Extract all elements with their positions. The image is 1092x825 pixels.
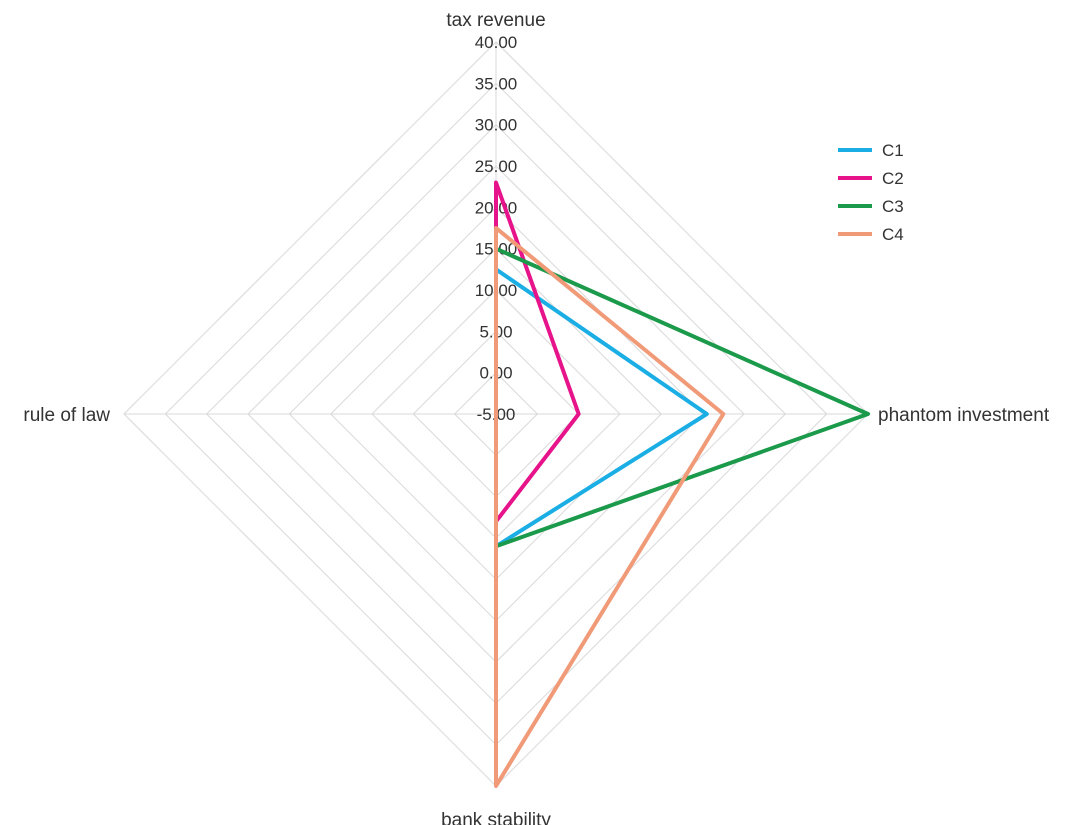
tick-label: 25.00 <box>475 157 518 176</box>
legend: C1 C2 C3 C4 <box>838 141 904 244</box>
series-line-c4 <box>494 226 726 788</box>
legend-label: C3 <box>882 197 904 216</box>
tick-label: 30.00 <box>475 116 518 135</box>
series-lines <box>494 180 870 788</box>
axis-labels: tax revenue phantom investment bank stabil… <box>23 10 1049 825</box>
tick-label: 40.00 <box>475 33 518 52</box>
legend-label: C4 <box>882 225 904 244</box>
axis-label: rule of law <box>23 405 110 426</box>
legend-label: C1 <box>882 141 904 160</box>
legend-label: C2 <box>882 169 904 188</box>
series-line-c2 <box>494 180 581 524</box>
axis-label: tax revenue <box>446 10 545 31</box>
tick-label: 35.00 <box>475 74 518 93</box>
axis-label: bank stability <box>441 810 551 825</box>
axis-label: phantom investment <box>878 405 1050 426</box>
series-line-c1 <box>494 267 709 549</box>
